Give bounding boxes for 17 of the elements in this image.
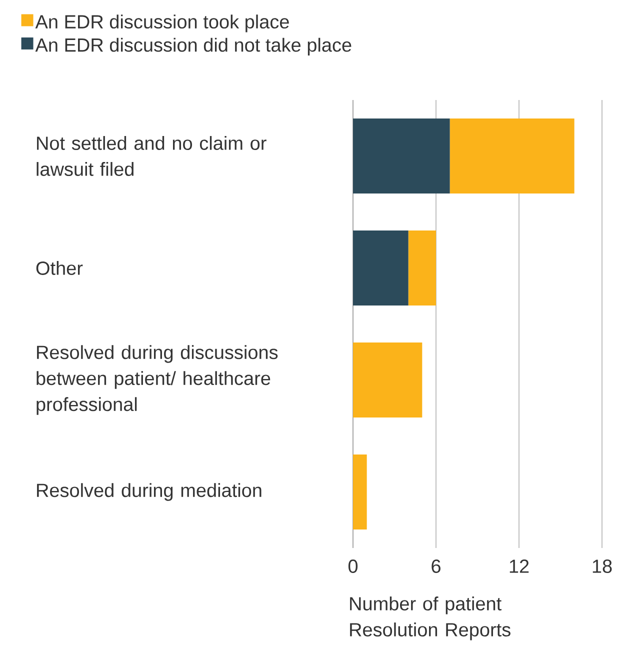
x-tick-label: 12 — [510, 560, 529, 573]
x-tick-label: 6 — [432, 560, 440, 573]
legend-label: An EDR discussion took place — [35, 14, 289, 32]
x-tick-label: 18 — [592, 560, 612, 573]
y-tick-label: Other — [36, 261, 83, 275]
x-tick-label: 0 — [348, 560, 358, 573]
x-axis-title: Number of patient Resolution Reports — [350, 596, 510, 640]
y-tick-label: Resolved during mediation — [37, 483, 262, 501]
bar — [353, 342, 422, 418]
y-tick-label: Not settled and no claim or lawsuit filed — [36, 136, 266, 176]
bar — [353, 230, 408, 306]
bar — [353, 454, 367, 530]
bar — [353, 118, 450, 194]
bar — [450, 118, 574, 194]
legend-label: An EDR discussion did not take place — [35, 38, 352, 56]
y-tick-label: Resolved during discussions between patient/ healthcare professional — [36, 345, 278, 415]
bar — [408, 230, 436, 306]
